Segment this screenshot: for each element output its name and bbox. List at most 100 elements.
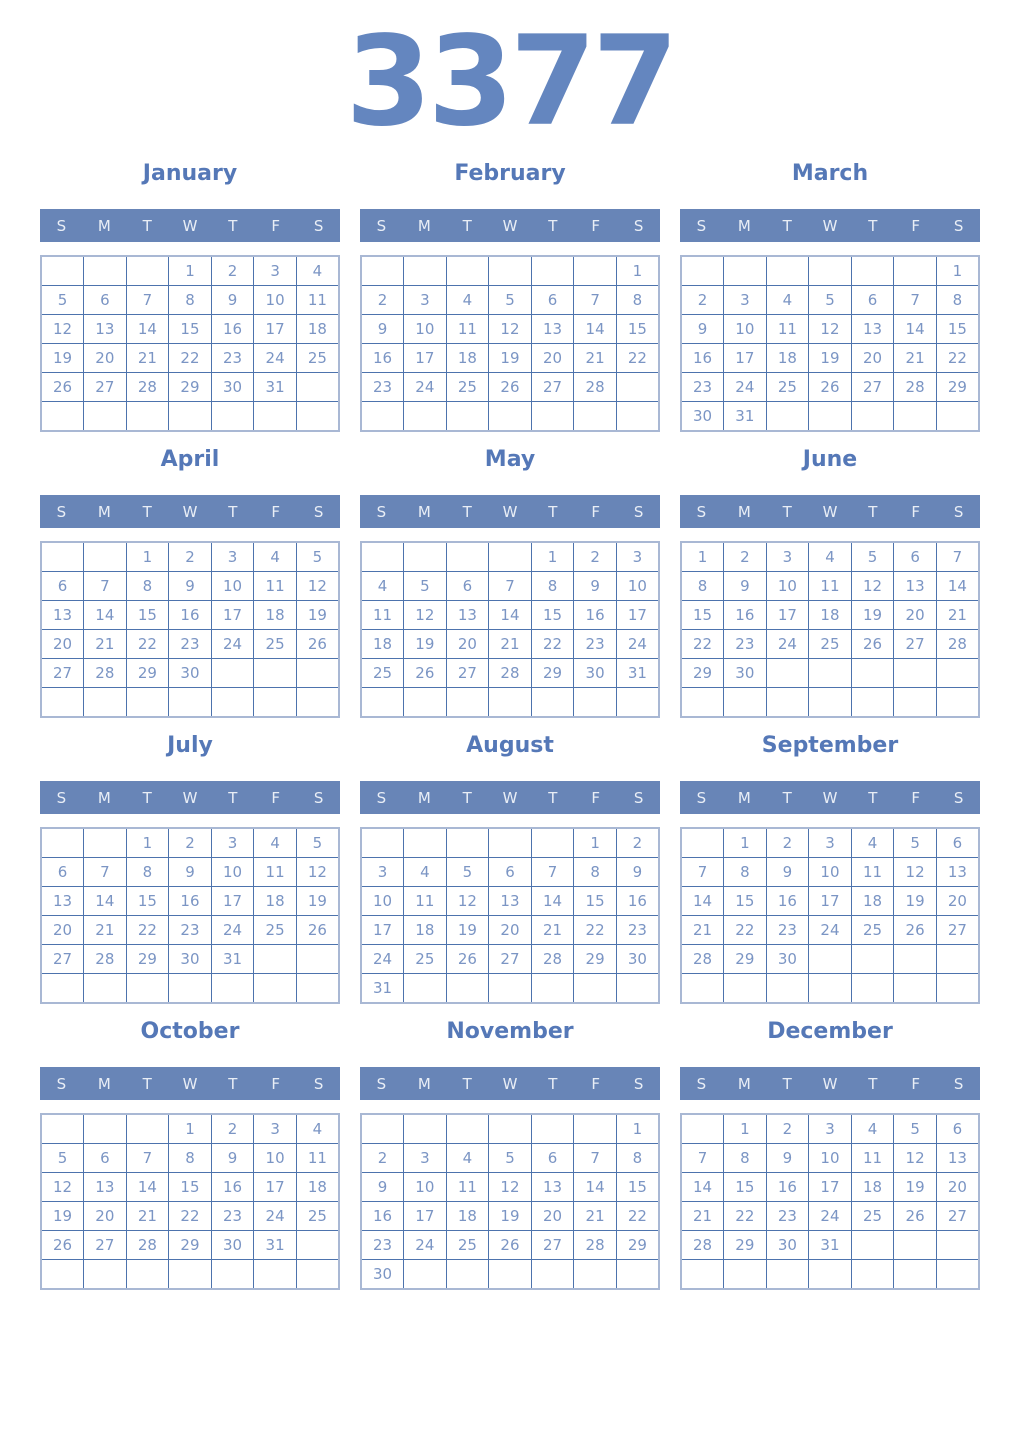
weekday-label: T	[228, 788, 238, 807]
day-cell: 12	[893, 857, 937, 887]
day-cell: 23	[210, 343, 255, 373]
day-cell: 16	[723, 600, 767, 630]
day-cell: 14	[573, 1172, 617, 1202]
month-title: May	[484, 447, 536, 472]
day-cell: 31	[723, 401, 767, 432]
day-cell: 1	[168, 255, 212, 286]
day-cell: 20	[530, 1201, 575, 1231]
week-row: 16 17 18 19 20 21 22	[680, 343, 980, 373]
day-cell: 14	[83, 886, 127, 916]
day-cell: 3	[253, 1113, 297, 1144]
weekday-label: F	[271, 216, 281, 235]
weekday-label: T	[548, 216, 558, 235]
empty-day-cell	[530, 401, 575, 432]
day-cell: 18	[295, 314, 340, 344]
empty-day-cell	[808, 1259, 852, 1290]
day-cell: 23	[765, 1201, 810, 1231]
empty-day-cell	[83, 541, 127, 572]
week-row	[360, 401, 660, 432]
day-cell: 23	[210, 1201, 255, 1231]
week-row: 8 9 10 11 12 13 14	[680, 571, 980, 601]
day-cell: 27	[83, 372, 127, 402]
week-row: 15 16 17 18 19 20 21	[680, 600, 980, 630]
day-cell: 25	[445, 1230, 490, 1260]
day-cell: 18	[295, 1172, 340, 1202]
day-cell: 28	[83, 658, 127, 688]
day-cell: 24	[253, 1201, 297, 1231]
day-cell: 13	[935, 857, 980, 887]
day-cell: 14	[893, 314, 937, 344]
day-cell: 19	[488, 1201, 532, 1231]
day-cell: 23	[360, 372, 405, 402]
month-title: October	[140, 1019, 240, 1044]
empty-day-cell	[488, 401, 532, 432]
day-cell: 3	[765, 541, 810, 572]
day-cell: 30	[210, 372, 255, 402]
empty-day-cell	[615, 687, 660, 718]
weekday-label: S	[696, 502, 707, 521]
day-cell: 4	[295, 255, 340, 286]
empty-day-cell	[253, 687, 297, 718]
day-cell: 2	[168, 827, 212, 858]
empty-day-cell	[295, 1230, 340, 1260]
empty-day-cell	[295, 973, 340, 1004]
day-cell: 28	[83, 944, 127, 974]
day-cell: 12	[488, 1172, 532, 1202]
empty-day-cell	[295, 944, 340, 974]
empty-day-cell	[530, 827, 575, 858]
day-cell: 22	[573, 915, 617, 945]
day-cell: 31	[253, 1230, 297, 1260]
day-cell: 21	[680, 1201, 725, 1231]
day-cell: 29	[573, 944, 617, 974]
day-cell: 2	[360, 285, 405, 315]
week-row: 4 5 6 7 8 9 10	[360, 571, 660, 601]
day-cell: 20	[935, 886, 980, 916]
empty-day-cell	[125, 973, 170, 1004]
day-cell: 29	[125, 658, 170, 688]
day-cell: 7	[83, 571, 127, 601]
day-cell: 25	[360, 658, 405, 688]
day-cell: 7	[573, 1143, 617, 1173]
day-cell: 24	[615, 629, 660, 659]
day-cell: 12	[40, 1172, 85, 1202]
week-row: 23 24 25 26 27 28 29	[680, 372, 980, 402]
day-cell: 20	[445, 629, 490, 659]
empty-day-cell	[40, 1113, 85, 1144]
empty-day-cell	[893, 1259, 937, 1290]
day-cell: 7	[680, 857, 725, 887]
day-cell: 24	[765, 629, 810, 659]
weekday-label: M	[417, 502, 431, 521]
empty-day-cell	[680, 687, 725, 718]
day-cell: 24	[808, 1201, 852, 1231]
day-cell: 27	[530, 1230, 575, 1260]
weekday-label: W	[182, 788, 198, 807]
day-cell: 16	[360, 343, 405, 373]
weekday-label: W	[822, 502, 838, 521]
weekday-label: T	[462, 216, 472, 235]
weekday-label: F	[911, 502, 921, 521]
day-cell: 23	[615, 915, 660, 945]
empty-day-cell	[210, 1259, 255, 1290]
day-cell: 10	[615, 571, 660, 601]
day-cell: 7	[125, 1143, 170, 1173]
day-cell: 4	[808, 541, 852, 572]
day-cell: 25	[295, 1201, 340, 1231]
weekday-label: S	[696, 216, 707, 235]
empty-day-cell	[680, 973, 725, 1004]
day-cell: 26	[403, 658, 447, 688]
weekday-label: S	[376, 788, 387, 807]
day-cell: 14	[125, 1172, 170, 1202]
day-cell: 29	[935, 372, 980, 402]
empty-day-cell	[253, 944, 297, 974]
weekday-label: T	[228, 502, 238, 521]
day-cell: 11	[253, 857, 297, 887]
day-cell: 4	[850, 827, 895, 858]
weekday-label: T	[782, 788, 792, 807]
weekday-label: F	[591, 1074, 601, 1093]
weekday-label: M	[737, 502, 751, 521]
day-cell: 3	[403, 285, 447, 315]
empty-day-cell	[765, 973, 810, 1004]
